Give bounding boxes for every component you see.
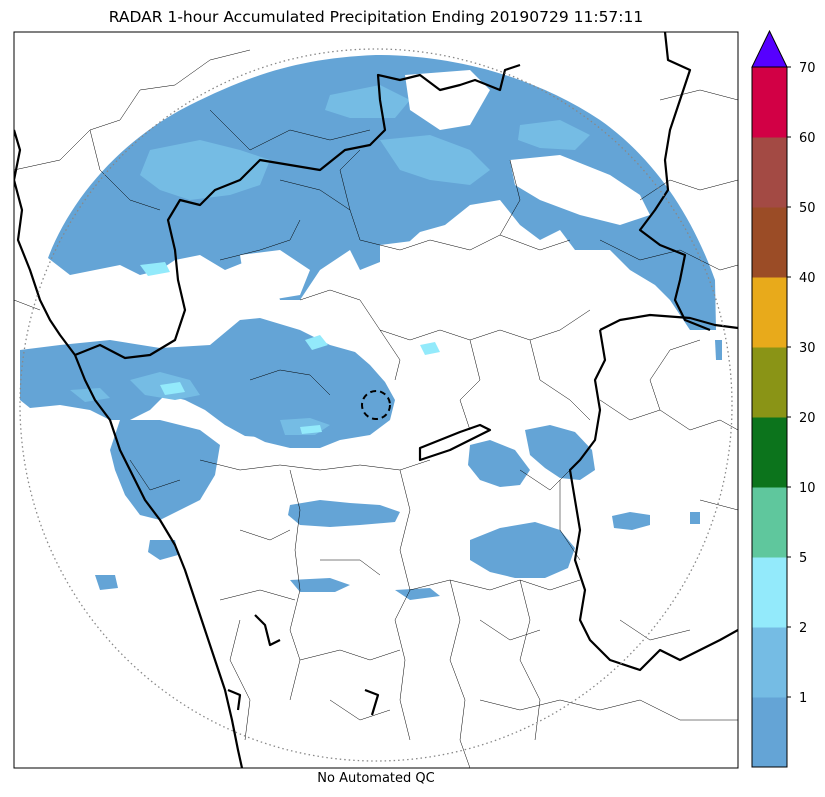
colorbar-bin [752, 697, 787, 768]
colorbar-tick-label: 2 [799, 621, 807, 636]
colorbar-bin [752, 557, 787, 628]
colorbar-bin [752, 277, 787, 348]
colorbar-bin [752, 347, 787, 418]
qc-note: No Automated QC [317, 771, 435, 786]
map-title: RADAR 1-hour Accumulated Precipitation E… [108, 8, 644, 26]
precip-light [20, 55, 722, 600]
colorbar-bin [752, 487, 787, 558]
colorbar-bin [752, 207, 787, 278]
colorbar-bin [752, 417, 787, 488]
no-precip-gaps [60, 70, 650, 340]
district-boundaries [14, 49, 738, 768]
colorbar-tick-label: 5 [799, 551, 807, 566]
precip-heavy [140, 262, 440, 434]
colorbar-tick-label: 30 [799, 341, 816, 356]
colorbar-bin [752, 627, 787, 698]
colorbar-tick-label: 1 [799, 691, 807, 706]
colorbar-extend-arrow [751, 29, 788, 68]
colorbar-tick-label: 10 [799, 481, 816, 496]
range-ring [19, 48, 733, 762]
radar-site-marker [361, 390, 391, 420]
colorbar-bin [752, 67, 787, 138]
colorbar-tick-label: 40 [799, 271, 816, 286]
colorbar: 1 2 5 10 20 30 40 50 60 70 [751, 29, 816, 768]
colorbar-tick-label: 60 [799, 131, 816, 146]
colorbar-tick-label: 50 [799, 201, 816, 216]
colorbar-bin [752, 137, 787, 208]
state-boundaries [14, 32, 738, 768]
colorbar-tick-label: 20 [799, 411, 816, 426]
colorbar-tick-label: 70 [799, 61, 816, 76]
map-frame [13, 31, 739, 769]
map-content [14, 32, 738, 768]
